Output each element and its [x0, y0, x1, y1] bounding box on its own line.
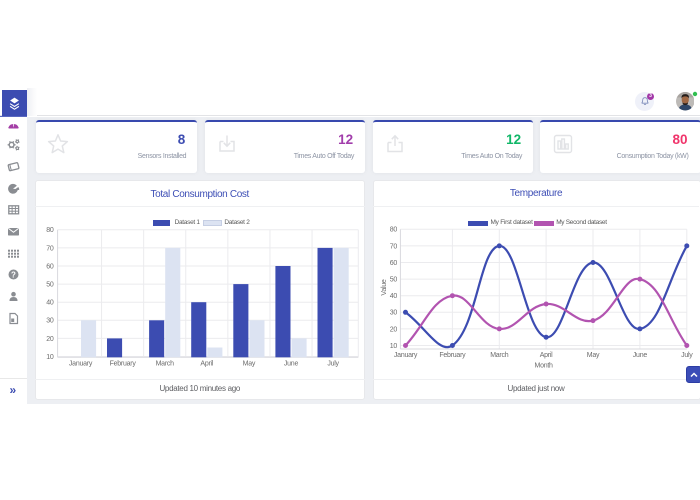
- svg-text:March: March: [156, 361, 175, 368]
- svg-text:60: 60: [390, 260, 398, 267]
- svg-text:40: 40: [390, 293, 398, 300]
- svg-text:March: March: [490, 352, 509, 359]
- svg-text:70: 70: [46, 245, 54, 252]
- svg-text:June: June: [633, 352, 648, 359]
- svg-text:July: July: [327, 361, 339, 368]
- svg-text:70: 70: [390, 243, 398, 250]
- svg-text:60: 60: [46, 263, 54, 270]
- svg-text:January: January: [394, 352, 418, 359]
- svg-text:20: 20: [46, 336, 54, 343]
- svg-text:30: 30: [46, 318, 54, 325]
- svg-text:10: 10: [390, 343, 398, 350]
- svg-text:10: 10: [46, 354, 54, 361]
- svg-text:80: 80: [390, 227, 398, 234]
- svg-text:April: April: [200, 361, 213, 368]
- svg-text:30: 30: [390, 310, 398, 317]
- svg-text:July: July: [681, 352, 693, 359]
- svg-text:February: February: [439, 352, 466, 359]
- svg-text:Month: Month: [534, 362, 553, 369]
- svg-text:20: 20: [390, 326, 398, 333]
- svg-text:May: May: [587, 352, 600, 359]
- svg-text:Value: Value: [381, 279, 388, 295]
- svg-text:?: ?: [11, 271, 16, 280]
- svg-text:May: May: [243, 361, 256, 368]
- svg-text:February: February: [110, 361, 137, 368]
- svg-text:January: January: [69, 361, 93, 368]
- svg-text:80: 80: [46, 227, 54, 234]
- svg-text:April: April: [540, 352, 553, 359]
- svg-text:40: 40: [46, 300, 54, 307]
- svg-text:June: June: [284, 361, 299, 368]
- svg-text:50: 50: [46, 282, 54, 289]
- svg-text:50: 50: [390, 277, 398, 284]
